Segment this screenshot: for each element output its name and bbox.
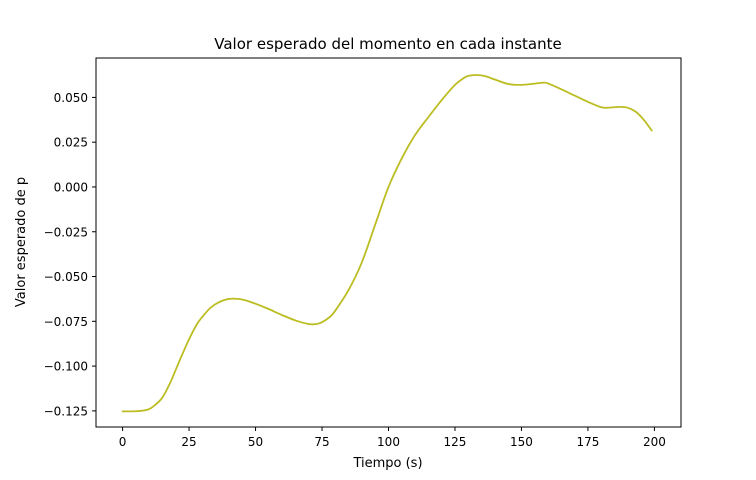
y-tick-label: −0.050 xyxy=(44,270,88,284)
x-tick-label: 0 xyxy=(119,435,127,449)
y-tick-label: −0.100 xyxy=(44,360,88,374)
x-tick-label: 175 xyxy=(576,435,599,449)
y-tick-label: 0.000 xyxy=(54,180,88,194)
x-tick-label: 25 xyxy=(181,435,196,449)
y-tick-label: −0.125 xyxy=(44,404,88,418)
y-tick-label: 0.050 xyxy=(54,91,88,105)
y-axis: −0.125 −0.100 −0.075 −0.050 −0.025 0.000 0.025… xyxy=(44,91,96,418)
plot-area xyxy=(121,74,653,413)
x-axis-label: Tiempo (s) xyxy=(352,456,422,471)
x-tick-label: 150 xyxy=(510,435,533,449)
x-tick-label: 75 xyxy=(314,435,329,449)
y-tick-label: −0.075 xyxy=(44,315,88,329)
x-tick-label: 125 xyxy=(444,435,467,449)
y-axis-label: Valor esperado de p xyxy=(14,177,29,307)
series-line xyxy=(121,74,653,413)
x-tick-label: 200 xyxy=(643,435,666,449)
chart-title: Valor esperado del momento en cada insta… xyxy=(214,35,561,53)
x-axis: 0 25 50 75 100 125 150 175 200 xyxy=(119,427,666,449)
y-tick-label: −0.025 xyxy=(44,225,88,239)
x-tick-label: 100 xyxy=(377,435,400,449)
x-tick-label: 50 xyxy=(248,435,263,449)
y-tick-label: 0.025 xyxy=(54,136,88,150)
